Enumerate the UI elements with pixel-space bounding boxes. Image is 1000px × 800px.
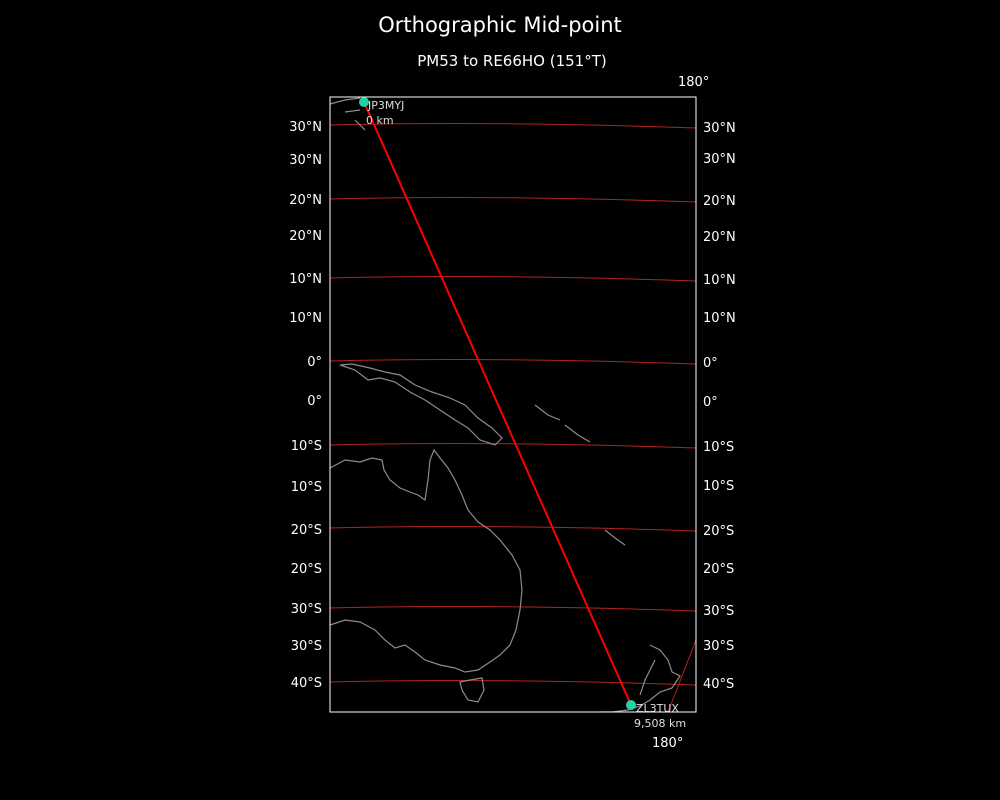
left-lat-label: 20°N	[289, 229, 322, 244]
right-lat-label: 30°S	[703, 639, 734, 654]
coastline-new-guinea	[339, 363, 503, 446]
right-lat-label: 20°S	[703, 562, 734, 577]
left-latitude-labels: 30°N 30°N 20°N 20°N 10°N 10°N 0° 0° 10°S 10°S 20°S…	[289, 120, 322, 691]
map-frame	[329, 96, 697, 713]
end-station-call: ZL3TUX	[636, 702, 679, 715]
left-lat-label: 20°N	[289, 193, 322, 208]
coastline-solomon	[534, 404, 626, 546]
left-lat-label: 20°S	[291, 523, 322, 538]
left-lat-label: 10°S	[291, 439, 322, 454]
parallel-line	[330, 359, 696, 365]
parallel-line	[330, 606, 696, 612]
right-lat-label: 20°S	[703, 524, 734, 539]
right-lat-label: 30°N	[703, 121, 736, 136]
left-lat-label: 10°S	[291, 480, 322, 495]
left-lat-label: 10°N	[289, 311, 322, 326]
parallel-line	[330, 123, 696, 129]
parallel-line	[330, 526, 696, 532]
right-lat-label: 10°N	[703, 311, 736, 326]
meridian-label-top: 180°	[678, 75, 709, 90]
start-station-marker[interactable]	[359, 97, 369, 107]
left-lat-label: 30°S	[291, 602, 322, 617]
right-lat-label: 20°N	[703, 194, 736, 209]
right-lat-label: 0°	[703, 356, 718, 371]
parallel-line	[330, 276, 696, 282]
right-latitude-labels: 30°N 30°N 20°N 20°N 10°N 10°N 0° 0° 10°S 10°S 20°S…	[703, 121, 736, 692]
start-station-distance: 0 km	[366, 114, 394, 127]
left-lat-label: 40°S	[291, 676, 322, 691]
right-lat-label: 20°N	[703, 230, 736, 245]
left-lat-label: 30°S	[291, 639, 322, 654]
coastline-tasmania	[459, 677, 485, 703]
parallel-line	[330, 443, 696, 449]
coastline-japan	[330, 97, 366, 131]
meridian-180-line	[667, 639, 696, 712]
great-circle-route	[363, 101, 632, 706]
left-lat-label: 30°N	[289, 153, 322, 168]
left-lat-label: 10°N	[289, 272, 322, 287]
coastline-new-zealand	[600, 644, 681, 712]
start-station-call: JP3MYJ	[367, 99, 404, 112]
chart-subtitle: PM53 to RE66HO (151°T)	[417, 52, 607, 70]
map-area	[330, 97, 696, 712]
left-lat-label: 20°S	[291, 562, 322, 577]
right-lat-label: 40°S	[703, 677, 734, 692]
left-lat-label: 30°N	[289, 120, 322, 135]
chart-title: Orthographic Mid-point	[378, 13, 622, 37]
left-lat-label: 0°	[307, 355, 322, 370]
left-lat-label: 0°	[307, 394, 322, 409]
right-lat-label: 30°S	[703, 604, 734, 619]
coastline-australia	[330, 448, 523, 673]
right-lat-label: 10°S	[703, 440, 734, 455]
right-lat-label: 10°S	[703, 479, 734, 494]
right-lat-label: 30°N	[703, 152, 736, 167]
meridian-label-bottom: 180°	[652, 736, 683, 751]
right-lat-label: 0°	[703, 395, 718, 410]
end-station-marker[interactable]	[626, 700, 636, 710]
coastlines	[330, 97, 681, 712]
end-station-distance: 9,508 km	[634, 717, 686, 730]
parallel-line	[330, 197, 696, 203]
right-lat-label: 10°N	[703, 273, 736, 288]
